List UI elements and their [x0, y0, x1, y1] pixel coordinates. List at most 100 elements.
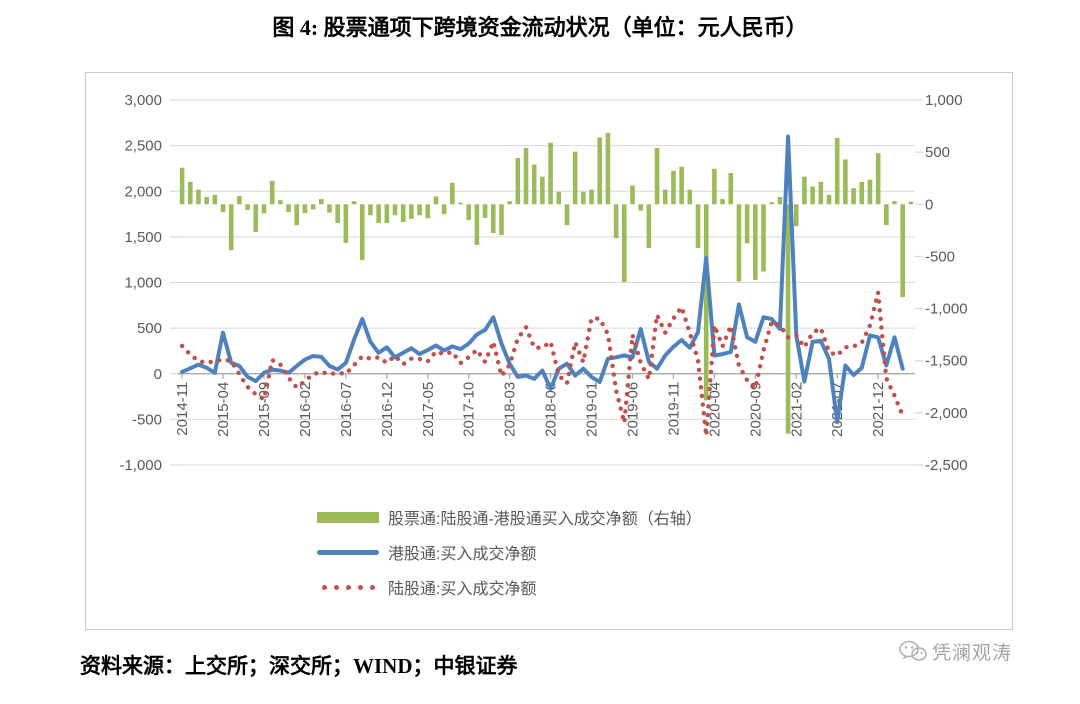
watermark: 凭澜观涛	[898, 638, 1012, 665]
bar-2021-05	[818, 181, 824, 205]
left-axis-label: -500	[132, 411, 162, 428]
x-axis-label: 2020-09	[747, 382, 764, 437]
bar-2018-03	[507, 201, 512, 205]
line-southbound	[180, 134, 905, 425]
right-axis-label: -2,000	[925, 405, 968, 422]
x-axis-label: 2016-02	[297, 382, 314, 437]
x-axis-label: 2016-07	[338, 382, 355, 437]
x-axis-label: 2015-04	[215, 382, 232, 437]
bar-2017-11	[474, 204, 480, 245]
legend-item-bar-series: 股票通:陆股通-港股通买入成交净额（右轴）	[316, 505, 702, 529]
bar-2020-05	[720, 199, 725, 205]
bar-2017-08	[450, 182, 455, 205]
x-axis-label: 2021-12	[870, 382, 887, 437]
bar-2020-12	[777, 196, 783, 205]
bar-2020-09	[753, 204, 758, 280]
bar-2020-08	[744, 204, 750, 244]
bar-2019-01	[589, 189, 594, 205]
bar-2014-11	[179, 167, 185, 205]
x-axis-label: 2019-06	[624, 382, 641, 437]
bar-2015-06	[237, 195, 242, 205]
bar-2015-05	[228, 204, 234, 251]
right-axis-label: -1,500	[925, 353, 968, 370]
x-axis-label: 2019-01	[584, 382, 601, 437]
x-axis-label: 2019-11	[665, 382, 682, 436]
bar-2021-06	[826, 194, 832, 205]
bar-2018-08	[548, 142, 553, 205]
bar-2022-04	[908, 201, 914, 205]
bar-2020-03	[703, 204, 709, 401]
bar-2015-12	[286, 204, 291, 213]
bar-2019-12	[679, 166, 684, 205]
legend-label: 陆股通:买入成交净额	[388, 581, 537, 598]
bar-2022-01	[884, 204, 889, 226]
bar-2019-10	[662, 189, 668, 205]
bar-2021-07	[834, 138, 840, 205]
bar-2019-06	[630, 185, 635, 205]
bar-2018-12	[581, 191, 586, 205]
bar-2014-12	[187, 181, 193, 205]
bar-2019-11	[671, 170, 676, 205]
legend-label: 港股通:买入成交净额	[388, 546, 537, 563]
left-axis-label: 0	[154, 366, 162, 383]
bar-2016-12	[384, 204, 390, 224]
legend-label: 股票通:陆股通-港股通买入成交净额（右轴）	[388, 511, 702, 528]
wechat-icon	[899, 640, 927, 661]
right-axis-label: -2,500	[925, 457, 968, 474]
bar-2017-06	[433, 196, 439, 205]
bar-2019-05	[621, 204, 627, 282]
legend-item-blue-line: 港股通:买入成交净额	[316, 540, 702, 564]
bar-2017-10	[466, 204, 472, 220]
bar-2019-03	[605, 132, 611, 205]
bar-2019-04	[613, 204, 619, 239]
x-axis-label: 2017-05	[420, 382, 437, 437]
bar-2020-04	[712, 168, 717, 205]
bar-2018-07	[540, 176, 545, 205]
bar-2017-12	[482, 204, 488, 218]
right-axis-label: 0	[925, 196, 933, 213]
bar-2019-02	[597, 137, 603, 205]
bar-2018-09	[556, 191, 562, 205]
left-axis-label: -1,000	[119, 457, 162, 474]
bar-2018-02	[499, 204, 504, 236]
left-axis-label: 1,500	[124, 229, 162, 246]
bar-2015-03	[212, 194, 218, 205]
bar-2015-01	[196, 189, 201, 205]
bar-2019-08	[646, 204, 652, 249]
bar-2017-01	[392, 204, 398, 216]
bar-2020-02	[695, 204, 701, 249]
bar-2022-03	[900, 204, 906, 298]
bar-2019-07	[638, 204, 643, 211]
watermark-text: 凭澜观涛	[932, 643, 1013, 664]
red-dotted-swatch	[316, 584, 380, 590]
x-axis-label: 2018-08	[543, 382, 560, 437]
chart-legend: 股票通:陆股通-港股通买入成交净额（右轴） 港股通:买入成交净额 陆股通:买入成…	[316, 505, 702, 610]
bar-2017-02	[400, 204, 406, 223]
blue-line-swatch	[316, 549, 380, 555]
left-axis-label: 1,000	[124, 275, 162, 292]
bar-2018-01	[490, 204, 496, 233]
x-axis-label: 2017-10	[461, 382, 478, 437]
bar-2020-11	[769, 202, 774, 205]
bar-2021-04	[810, 186, 815, 205]
x-axis-label: 2021-02	[788, 382, 805, 437]
x-axis-label: 2020-04	[706, 382, 723, 437]
bar-2018-06	[531, 164, 537, 205]
legend-item-red-dotted-line: 陆股通:买入成交净额	[316, 575, 702, 599]
bar-2021-10	[859, 181, 865, 205]
bar-2016-07	[343, 204, 349, 243]
page-title: 图 4: 股票通项下跨境资金流动状况（单位：元人民币）	[272, 15, 808, 40]
left-axis-label: 2,000	[124, 183, 162, 200]
bar-2021-12	[875, 153, 881, 205]
bar-series-swatch	[316, 511, 380, 523]
line-northbound-dotted	[179, 290, 905, 438]
bar-2020-10	[761, 204, 766, 272]
bar-2017-04	[417, 204, 422, 216]
bar-2015-02	[204, 196, 209, 205]
x-axis-label: 2015-09	[256, 382, 273, 437]
bar-2021-09	[851, 188, 856, 205]
bar-2016-04	[319, 199, 324, 205]
bar-2021-02	[793, 204, 799, 227]
bar-2016-03	[310, 204, 316, 210]
bar-2015-11	[278, 200, 283, 205]
